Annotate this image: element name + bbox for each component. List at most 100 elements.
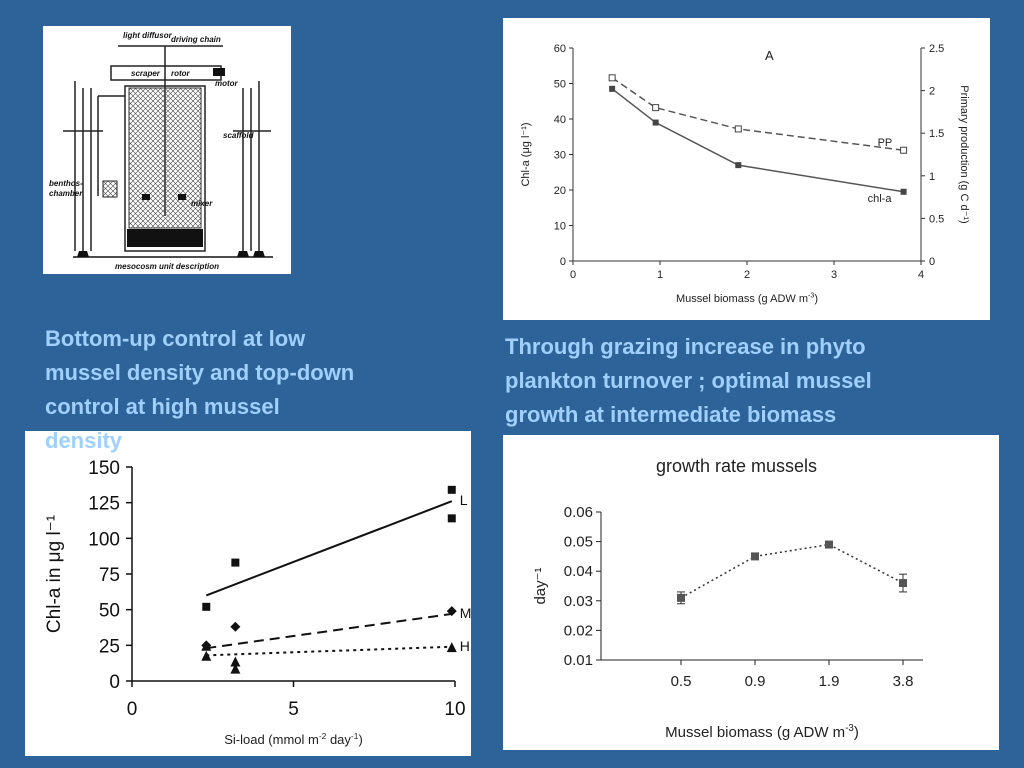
point-H [230,656,241,667]
y2-tick-label: 1.5 [929,128,944,140]
series-label-H: H [460,638,470,654]
y-tick-label: 0.06 [564,504,593,521]
x-tick-label: 0 [127,699,138,720]
label-benthos-chamber-1: benthos- [49,179,83,188]
y-axis-label: day⁻¹ [532,567,549,604]
point [825,540,833,549]
label-mixer: mixer [191,199,213,208]
label-scraper: scraper [131,69,161,78]
x-tick-label: 0.9 [745,673,766,690]
y2-tick-label: 2 [929,86,935,98]
series-line [680,543,904,599]
point-H [201,650,212,661]
mesocosm-diagram-panel: light diffusor driving chain scraper rot… [43,26,291,274]
y2-tick-label: 2.5 [929,43,944,55]
y-tick-label: 50 [554,79,566,91]
point-pp [734,125,742,133]
point-chl [900,188,907,195]
x-tick-label: 10 [444,699,465,720]
point-chl [735,162,742,169]
point-chl [609,85,616,92]
point-M [230,621,241,632]
y-tick-label: 0 [560,256,566,268]
y2-tick-label: 0 [929,256,935,268]
point [751,552,759,561]
y-tick-label: 150 [88,458,120,479]
series-line-pp [611,77,904,151]
label-light-diffusor: light diffusor [123,31,173,40]
y-tick-label: 0.05 [564,534,593,551]
x-tick-label: 3 [831,269,837,281]
x-tick-label: 1.9 [819,673,840,690]
y-tick-label: 0.04 [564,563,593,580]
point-pp [608,74,616,82]
point-L [231,558,240,567]
series-label-L: L [460,492,468,508]
label-scaffold: scaffold [223,131,255,140]
growth-chart: growth rate mussels 0.01 0.02 0.03 0.04 0.05 0… [532,456,923,741]
x-tick-label: 1 [657,269,663,281]
label-benthos-chamber-2: chamber [49,189,83,198]
point [899,579,907,588]
diagram-caption: mesocosm unit description [115,262,219,271]
point [677,593,685,602]
fit-line-H [206,645,452,657]
series-line-chl [611,88,904,193]
y-axis-label: Chl-a in μg l⁻¹ [44,515,65,633]
chl-si-chart: 0 25 50 75 100 125 150 0 5 10 Si-load (mmol m-2 da… [44,458,471,747]
x-tick-label: 0 [570,269,576,281]
x-tick-label: 2 [744,269,750,281]
point-pp [900,146,908,154]
x-tick-label: 4 [918,269,924,281]
y-tick-label: 50 [99,601,120,622]
y-tick-label: 100 [88,529,120,550]
point-H [230,663,241,674]
caption-left: Bottom-up control at low mussel density … [45,326,355,453]
y-tick-label: 60 [554,43,566,55]
chl-pp-chart: 0 10 20 30 40 50 60 0 0.5 1 1.5 2 2.5 0 1 2 3 4 Mussel bio… [520,43,970,305]
x-tick-label: 3.8 [893,673,914,690]
y-tick-label: 10 [554,221,566,233]
y2-axis-label: Primary production (g C d⁻¹) [958,85,970,223]
caption-right: Through grazing increase in phyto plankt… [505,334,872,427]
x-axis-label: Si-load (mmol m-2 day-1) [224,731,363,747]
series-label-chl: chl-a [868,193,893,205]
chl-si-chart-panel: 0 25 50 75 100 125 150 0 5 10 Si-load (mmol m-2 da… [25,431,471,756]
x-axis-label: Mussel biomass (g ADW m-3) [676,292,818,305]
x-tick-label: 5 [288,699,299,720]
series-label-pp: PP [878,137,893,149]
y-axis-label: Chl-a (μg l⁻¹) [520,122,532,186]
chart-title: growth rate mussels [656,456,817,476]
x-tick-label: 0.5 [671,673,692,690]
y-tick-label: 0.02 [564,622,593,639]
point-chl [652,119,659,126]
point-H [201,640,212,651]
mesocosm-diagram: light diffusor driving chain scraper rot… [49,31,273,271]
growth-chart-panel: growth rate mussels 0.01 0.02 0.03 0.04 0.05 0… [503,435,999,750]
point-L [447,485,456,494]
label-rotor: rotor [171,69,191,78]
y-tick-label: 20 [554,185,566,197]
series-label-M: M [460,605,471,621]
y-tick-label: 125 [88,494,120,515]
point-L [447,514,456,523]
label-motor: motor [215,79,239,88]
point-M [446,606,457,617]
y2-tick-label: 1 [929,171,935,183]
fit-line-M [206,612,452,650]
x-axis-label: Mussel biomass (g ADW m-3) [665,723,859,741]
y-tick-label: 0 [109,672,120,693]
y-tick-label: 30 [554,150,566,162]
panel-annotation: A [765,48,774,63]
y-tick-label: 25 [99,636,120,657]
y2-tick-label: 0.5 [929,213,944,225]
point-H [446,642,457,653]
point-pp [652,104,660,112]
chl-pp-chart-panel: 0 10 20 30 40 50 60 0 0.5 1 1.5 2 2.5 0 1 2 3 4 Mussel bio… [503,18,990,320]
y-tick-label: 75 [99,565,120,586]
fit-line-L [205,500,453,597]
y-tick-label: 40 [554,114,566,126]
point-L [202,602,211,611]
y-tick-label: 0.01 [564,652,593,669]
y-tick-label: 0.03 [564,593,593,610]
